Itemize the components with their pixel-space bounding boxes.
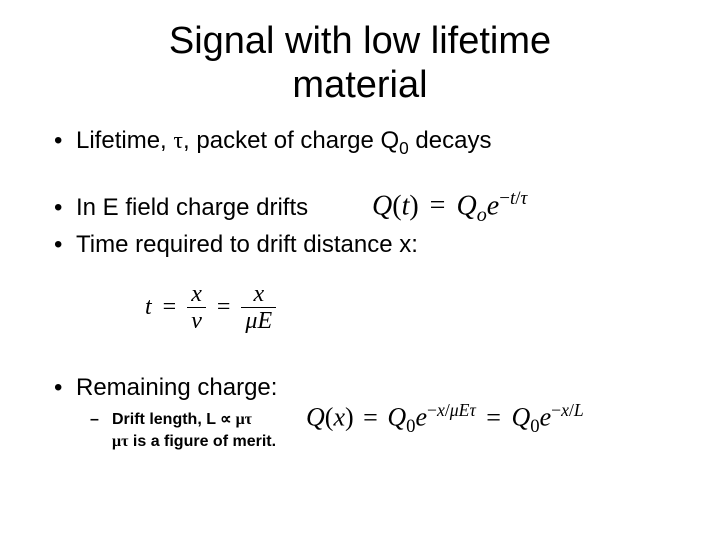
bullet-remaining-charge: Remaining charge:	[54, 372, 690, 403]
eq-sub-0: 0	[530, 416, 539, 437]
equation-drift-time: t = x ν = x μE	[145, 282, 276, 335]
eq-lparen: (	[392, 190, 401, 221]
bullet-text: Remaining charge:	[76, 374, 277, 401]
slide-container: Signal with low lifetime material Lifeti…	[0, 0, 720, 540]
spacer	[30, 266, 690, 306]
equation-remaining-charge: Q(x) = Q0e−x/μEτ = Q0e−x/L	[306, 400, 584, 438]
eq-tau: τ	[469, 400, 475, 420]
fraction-x-over-muE: x μE	[241, 282, 276, 335]
bullet-text: , packet of charge Q	[183, 127, 399, 154]
eq-L: L	[574, 400, 584, 420]
eq-equals: =	[486, 403, 501, 432]
eq-Q: Q	[372, 190, 392, 221]
title-line-2: material	[292, 64, 427, 106]
eq-minus: −	[499, 188, 510, 209]
eq-Q: Q	[387, 403, 406, 432]
eq-minus: −	[427, 400, 437, 420]
denominator: ν	[187, 308, 206, 334]
bullet-text: Time required to drift distance x:	[76, 231, 418, 258]
bullet-text: Lifetime,	[76, 127, 173, 154]
eq-e: e	[487, 190, 499, 221]
eq-equals: =	[430, 190, 446, 221]
eq-Q: Q	[456, 190, 476, 221]
mu-tau-symbol: μτ	[232, 411, 252, 428]
bullet-text: In E field charge drifts	[76, 194, 308, 221]
eq-sub-o: o	[477, 204, 487, 226]
fraction-x-over-nu: x ν	[187, 282, 206, 335]
spacer	[30, 306, 690, 346]
eq-rparen: )	[345, 403, 354, 432]
bullet-text: decays	[409, 127, 492, 154]
subscript-zero: 0	[399, 138, 409, 158]
sub-text: Drift length, L	[112, 411, 220, 428]
eq-Q: Q	[306, 403, 325, 432]
eq-mu: μ	[245, 308, 257, 334]
eq-e: e	[415, 403, 427, 432]
sub-text: is a figure of merit.	[128, 433, 276, 450]
equation-decay: Q(t) = Qoe−t/τ	[372, 188, 527, 227]
proportional-symbol: ∝	[220, 411, 231, 428]
mu-tau-symbol: μτ	[112, 433, 128, 450]
tau-symbol: τ	[173, 128, 183, 154]
title-line-1: Signal with low lifetime	[169, 20, 551, 62]
eq-x: x	[561, 400, 569, 420]
eq-x: x	[437, 400, 445, 420]
numerator: x	[241, 282, 276, 308]
eq-equals: =	[217, 294, 231, 320]
eq-minus: −	[551, 400, 561, 420]
spacer	[30, 346, 690, 372]
eq-rparen: )	[409, 190, 418, 221]
bullet-lifetime: Lifetime, τ, packet of charge Q0 decays	[54, 125, 690, 159]
bullet-time-drift: Time required to drift distance x:	[54, 229, 690, 260]
slide-title: Signal with low lifetime material	[30, 20, 690, 107]
denominator: μE	[241, 308, 276, 334]
eq-mu: μ	[450, 400, 459, 420]
eq-t: t	[145, 294, 152, 320]
eq-E: E	[257, 308, 272, 334]
eq-E: E	[459, 400, 470, 420]
eq-equals: =	[363, 403, 378, 432]
eq-Q: Q	[511, 403, 530, 432]
numerator: x	[187, 282, 206, 308]
eq-e: e	[540, 403, 552, 432]
eq-tau: τ	[521, 188, 528, 209]
spacer	[30, 166, 690, 192]
eq-equals: =	[163, 294, 177, 320]
eq-x: x	[333, 403, 345, 432]
